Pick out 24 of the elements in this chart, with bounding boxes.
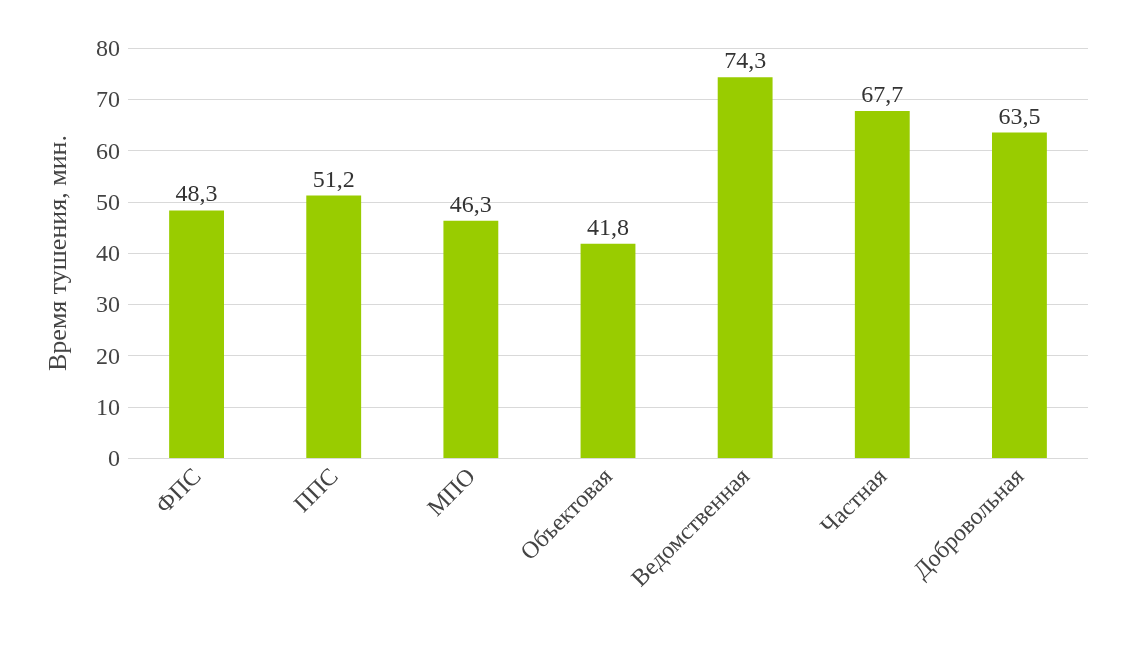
y-tick-label: 80 [96,35,120,61]
y-tick-label: 40 [96,240,120,266]
bar [580,243,636,458]
y-axis-title: Время тушения, мин. [42,135,72,371]
bar [992,132,1047,458]
data-label: 48,3 [175,180,218,207]
data-label: 51,2 [312,165,355,192]
bar [717,77,773,458]
y-tick-label: 20 [96,342,120,369]
y-tick-label: 0 [108,445,120,471]
data-label: 67,7 [861,81,904,108]
data-label: 74,3 [724,47,767,74]
y-tick-label: 50 [96,188,120,215]
bar [169,210,224,458]
data-label: 41,8 [587,213,629,240]
bar [854,111,910,458]
y-tick-label: 30 [96,291,120,318]
y-tick-label: 70 [96,86,120,113]
bar [443,220,499,458]
data-label: 46,3 [449,190,492,217]
y-tick-label: 10 [96,393,120,420]
data-label: 63,5 [998,102,1041,129]
y-tick-label: 60 [96,137,120,164]
bar [306,195,362,458]
